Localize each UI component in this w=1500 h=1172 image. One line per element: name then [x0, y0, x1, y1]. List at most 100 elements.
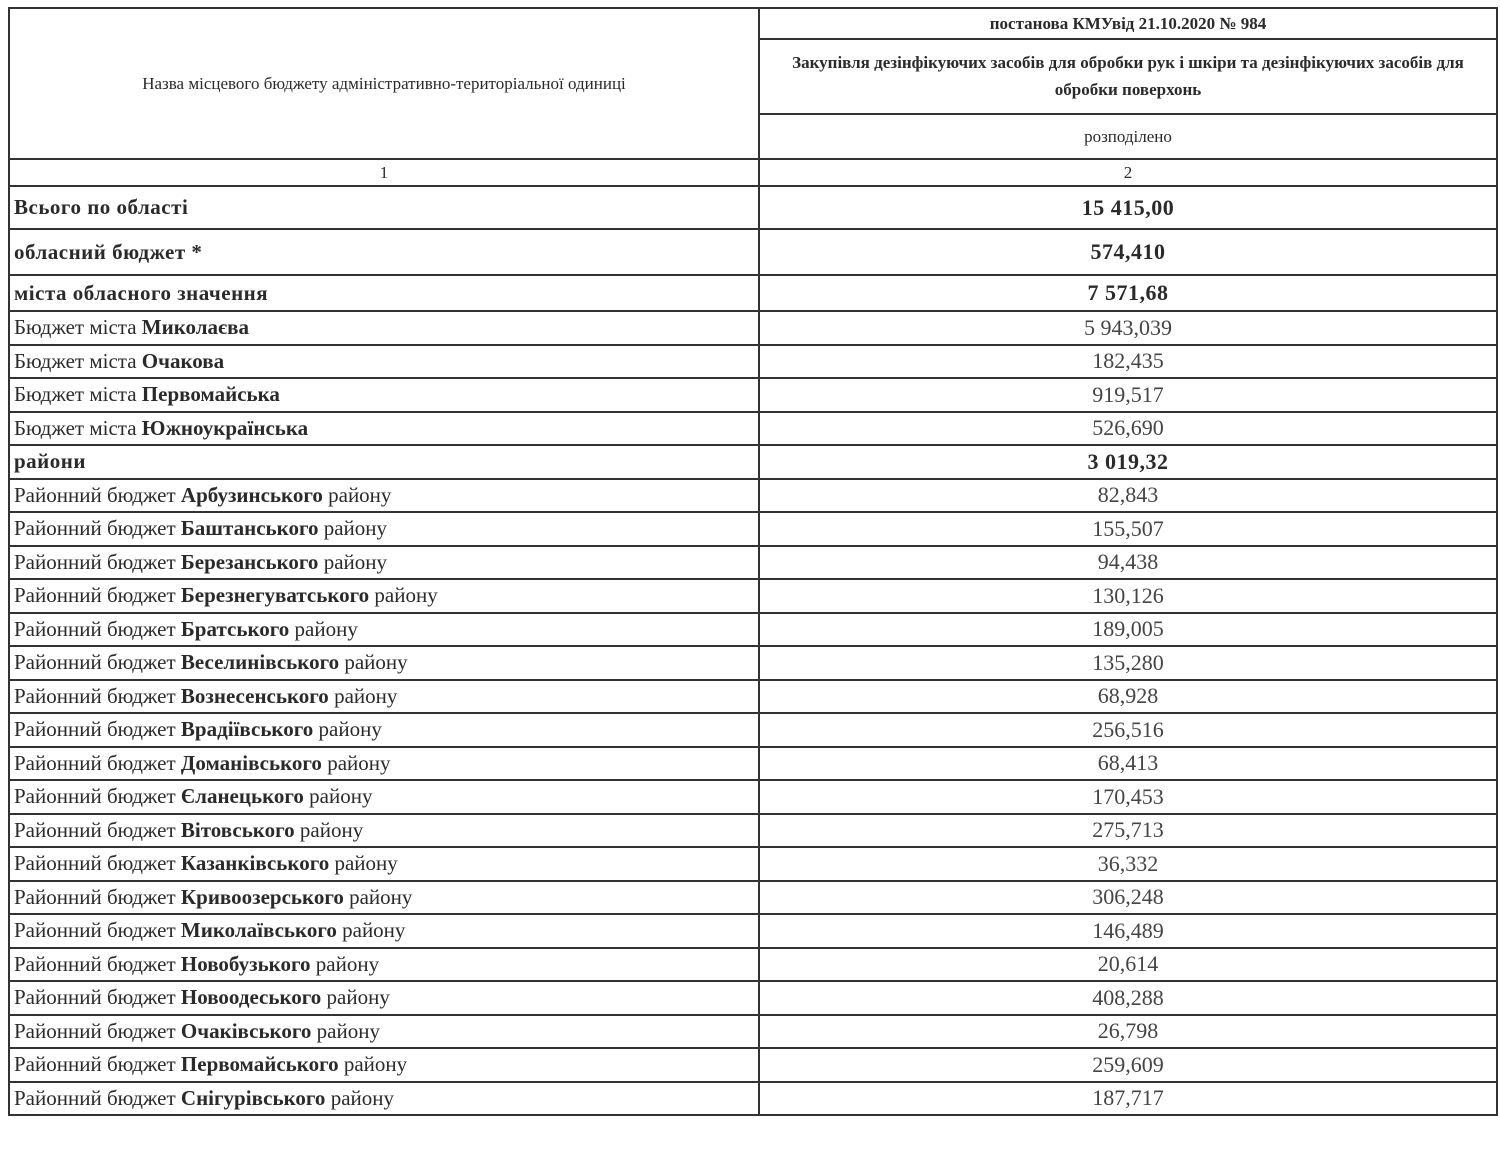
- table-row: Районний бюджет Березанського району 94,…: [8, 544, 1498, 580]
- table-row: Районний бюджет Врадіївського району 256…: [8, 712, 1498, 748]
- row-name: Районний бюджет Березнегуватського район…: [8, 578, 760, 614]
- table-row: Районний бюджет Очаківського району 26,7…: [8, 1013, 1498, 1049]
- name-bold: Миколаївського: [180, 918, 337, 943]
- row-name: Районний бюджет Миколаївського району: [8, 913, 760, 949]
- row-name: Районний бюджет Врадіївського району: [8, 712, 760, 748]
- name-suffix: району: [336, 918, 406, 943]
- total-row: міста обласного значення 7 571,68: [8, 274, 1498, 312]
- budget-table: Назва місцевого бюджету адміністративно-…: [8, 7, 1498, 1116]
- total-row: райони 3 019,32: [8, 444, 1498, 480]
- name-prefix: Районний бюджет: [14, 884, 181, 909]
- name-prefix: Районний бюджет: [14, 583, 181, 608]
- name-suffix: району: [294, 817, 364, 842]
- row-value: 146,489: [758, 913, 1498, 949]
- row-name: Районний бюджет Новоодеського району: [8, 980, 760, 1016]
- name-bold: Новоодеського: [180, 985, 322, 1010]
- resolution-header: постанова КМУвід 21.10.2020 № 984: [758, 7, 1498, 40]
- name-suffix: району: [329, 851, 398, 876]
- name-prefix: Районний бюджет: [14, 918, 181, 943]
- col-number-2: 2: [758, 158, 1498, 187]
- name-bold: Новобузького: [180, 951, 311, 976]
- table-row: Районний бюджет Первомайського району 25…: [8, 1047, 1498, 1083]
- name-suffix: району: [311, 1018, 380, 1043]
- name-suffix: району: [321, 985, 390, 1010]
- row-value: 170,453: [758, 779, 1498, 815]
- row-value: 68,413: [758, 745, 1498, 781]
- row-name: Районний бюджет Первомайського району: [8, 1047, 760, 1083]
- name-bold: Вознесенського: [180, 683, 329, 708]
- name-prefix: Районний бюджет: [14, 549, 181, 574]
- row-value: 574,410: [758, 228, 1498, 276]
- row-name: Районний бюджет Доманівського району: [8, 745, 760, 781]
- row-value: 15 415,00: [758, 185, 1498, 230]
- name-suffix: району: [339, 650, 408, 675]
- name-suffix: району: [369, 583, 438, 608]
- name-bold: Братського: [180, 616, 290, 641]
- name-prefix: Районний бюджет: [14, 1085, 181, 1110]
- row-value: 919,517: [758, 377, 1498, 413]
- name-bold: Казанківського: [180, 851, 330, 876]
- name-bold: Врадіївського: [180, 717, 314, 742]
- row-name: Районний бюджет Баштанського району: [8, 511, 760, 547]
- row-value: 82,843: [758, 477, 1498, 513]
- name-prefix: Районний бюджет: [14, 1052, 181, 1077]
- table-row: Районний бюджет Веселинівського району 1…: [8, 645, 1498, 681]
- name-suffix: району: [338, 1052, 408, 1077]
- total-row: Всього по області 15 415,00: [8, 185, 1498, 230]
- table-row: Районний бюджет Баштанського району 155,…: [8, 511, 1498, 547]
- name-prefix: Районний бюджет: [14, 482, 181, 507]
- name-suffix: району: [322, 482, 392, 507]
- row-name: Всього по області: [8, 185, 760, 230]
- name-bold: Кривоозерського: [180, 884, 344, 909]
- name-prefix: Бюджет міста: [14, 382, 142, 407]
- table-row: Районний бюджет Арбузинського району 82,…: [8, 477, 1498, 513]
- name-suffix: району: [325, 1085, 394, 1110]
- table-row: Районний бюджет Єланецького району 170,4…: [8, 779, 1498, 815]
- name-bold: Арбузинського: [180, 482, 323, 507]
- col1-header: Назва місцевого бюджету адміністративно-…: [8, 7, 760, 160]
- name-bold: Баштанського: [180, 516, 319, 541]
- name-bold: Первомайська: [141, 382, 280, 407]
- name-prefix: Районний бюджет: [14, 616, 181, 641]
- row-name: Районний бюджет Арбузинського району: [8, 477, 760, 513]
- total-row: обласний бюджет * 574,410: [8, 228, 1498, 276]
- table-row: Бюджет міста Южноукраїнська 526,690: [8, 410, 1498, 446]
- table-row: Бюджет міста Первомайська 919,517: [8, 377, 1498, 413]
- row-value: 408,288: [758, 980, 1498, 1016]
- row-value: 526,690: [758, 410, 1498, 446]
- table-row: Районний бюджет Вознесенського району 68…: [8, 678, 1498, 714]
- col-number-1: 1: [8, 158, 760, 187]
- name-bold: Єланецького: [180, 784, 304, 809]
- name-suffix: району: [289, 616, 358, 641]
- row-value: 26,798: [758, 1013, 1498, 1049]
- row-value: 20,614: [758, 946, 1498, 982]
- subcol-header: розподілено: [758, 113, 1498, 160]
- name-bold: Очакова: [141, 348, 225, 373]
- name-prefix: Районний бюджет: [14, 650, 181, 675]
- row-value: 306,248: [758, 879, 1498, 915]
- row-value: 7 571,68: [758, 274, 1498, 312]
- row-value: 3 019,32: [758, 444, 1498, 480]
- row-name: Районний бюджет Казанківського району: [8, 846, 760, 882]
- row-value: 5 943,039: [758, 310, 1498, 346]
- row-value: 36,332: [758, 846, 1498, 882]
- table-row: Районний бюджет Снігурівського району 18…: [8, 1080, 1498, 1116]
- row-value: 256,516: [758, 712, 1498, 748]
- row-name: Районний бюджет Очаківського району: [8, 1013, 760, 1049]
- row-value: 275,713: [758, 812, 1498, 848]
- name-prefix: Районний бюджет: [14, 750, 181, 775]
- name-suffix: району: [343, 884, 413, 909]
- name-suffix: району: [328, 683, 398, 708]
- table-row: Районний бюджет Казанківського району 36…: [8, 846, 1498, 882]
- row-name: обласний бюджет *: [8, 228, 760, 276]
- table-row: Районний бюджет Братського району 189,00…: [8, 611, 1498, 647]
- row-name: Бюджет міста Миколаєва: [8, 310, 760, 346]
- name-bold: Веселинівського: [180, 650, 340, 675]
- name-prefix: Районний бюджет: [14, 683, 181, 708]
- name-prefix: Районний бюджет: [14, 851, 181, 876]
- name-prefix: Районний бюджет: [14, 951, 181, 976]
- name-suffix: району: [321, 750, 391, 775]
- row-value: 259,609: [758, 1047, 1498, 1083]
- table-row: Районний бюджет Березнегуватського район…: [8, 578, 1498, 614]
- table-row: Районний бюджет Кривоозерського району 3…: [8, 879, 1498, 915]
